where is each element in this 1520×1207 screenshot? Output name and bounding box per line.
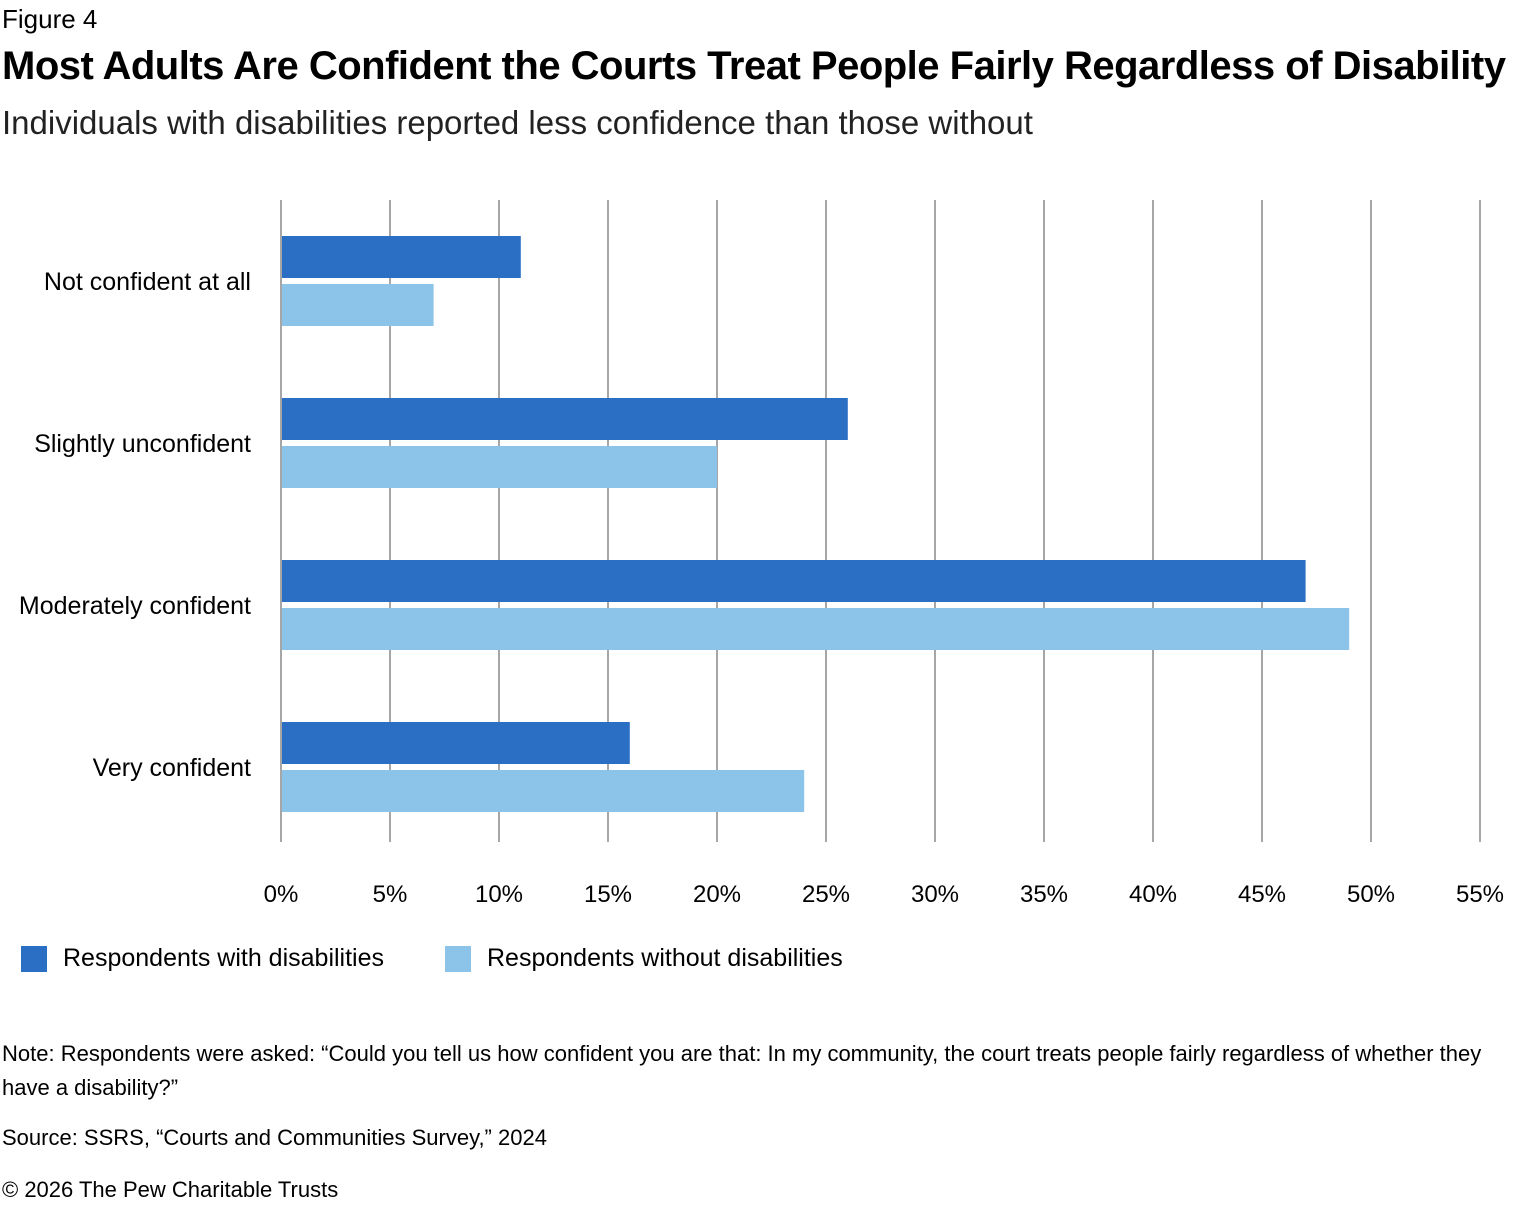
x-tick-label: 30% [911,881,959,908]
legend-item-with: Respondents with disabilities [21,944,384,973]
category-label: Very confident [93,754,251,782]
x-tick-label: 50% [1347,881,1395,908]
x-tick-label: 40% [1129,881,1177,908]
legend-swatch-with [21,945,47,972]
chart-source: Source: SSRS, “Courts and Communities Su… [2,1125,547,1150]
x-tick-label: 20% [693,881,741,908]
x-tick-label: 55% [1456,881,1504,908]
bar-without-disabilities [282,284,434,326]
bar-with-disabilities [282,560,1306,602]
legend-label-without: Respondents without disabilities [487,944,843,972]
bar-without-disabilities [282,608,1350,650]
figure-label: Figure 4 [2,4,98,34]
bar-with-disabilities [282,722,630,764]
legend-label-with: Respondents with disabilities [63,944,385,972]
x-tick-label: 25% [802,881,850,908]
x-tick-label: 45% [1238,881,1286,908]
chart-note: Note: Respondents were asked: “Could you… [2,1041,1482,1100]
category-label: Not confident at all [44,268,251,296]
chart-subtitle: Individuals with disabilities reported l… [2,104,1033,141]
x-tick-label: 10% [475,881,523,908]
bar-without-disabilities [282,446,717,488]
category-label: Moderately confident [19,592,251,620]
category-label: Slightly unconfident [34,430,251,458]
x-tick-label: 5% [373,881,408,908]
bar-chart: 0% 5% 10% 15% 20% 25% 30% 35% 40% 45% 50% 55% Not co… [19,200,1504,908]
x-tick-label: 0% [264,881,299,908]
legend-swatch-without [445,945,471,972]
copyright: © 2026 The Pew Charitable Trusts [2,1177,339,1202]
x-tick-label: 35% [1020,881,1068,908]
x-tick-label: 15% [584,881,632,908]
bar-with-disabilities [282,236,521,278]
bar-without-disabilities [282,770,805,812]
bar-with-disabilities [282,398,848,440]
chart-title: Most Adults Are Confident the Courts Tre… [2,44,1506,88]
legend-item-without: Respondents without disabilities [445,944,843,973]
